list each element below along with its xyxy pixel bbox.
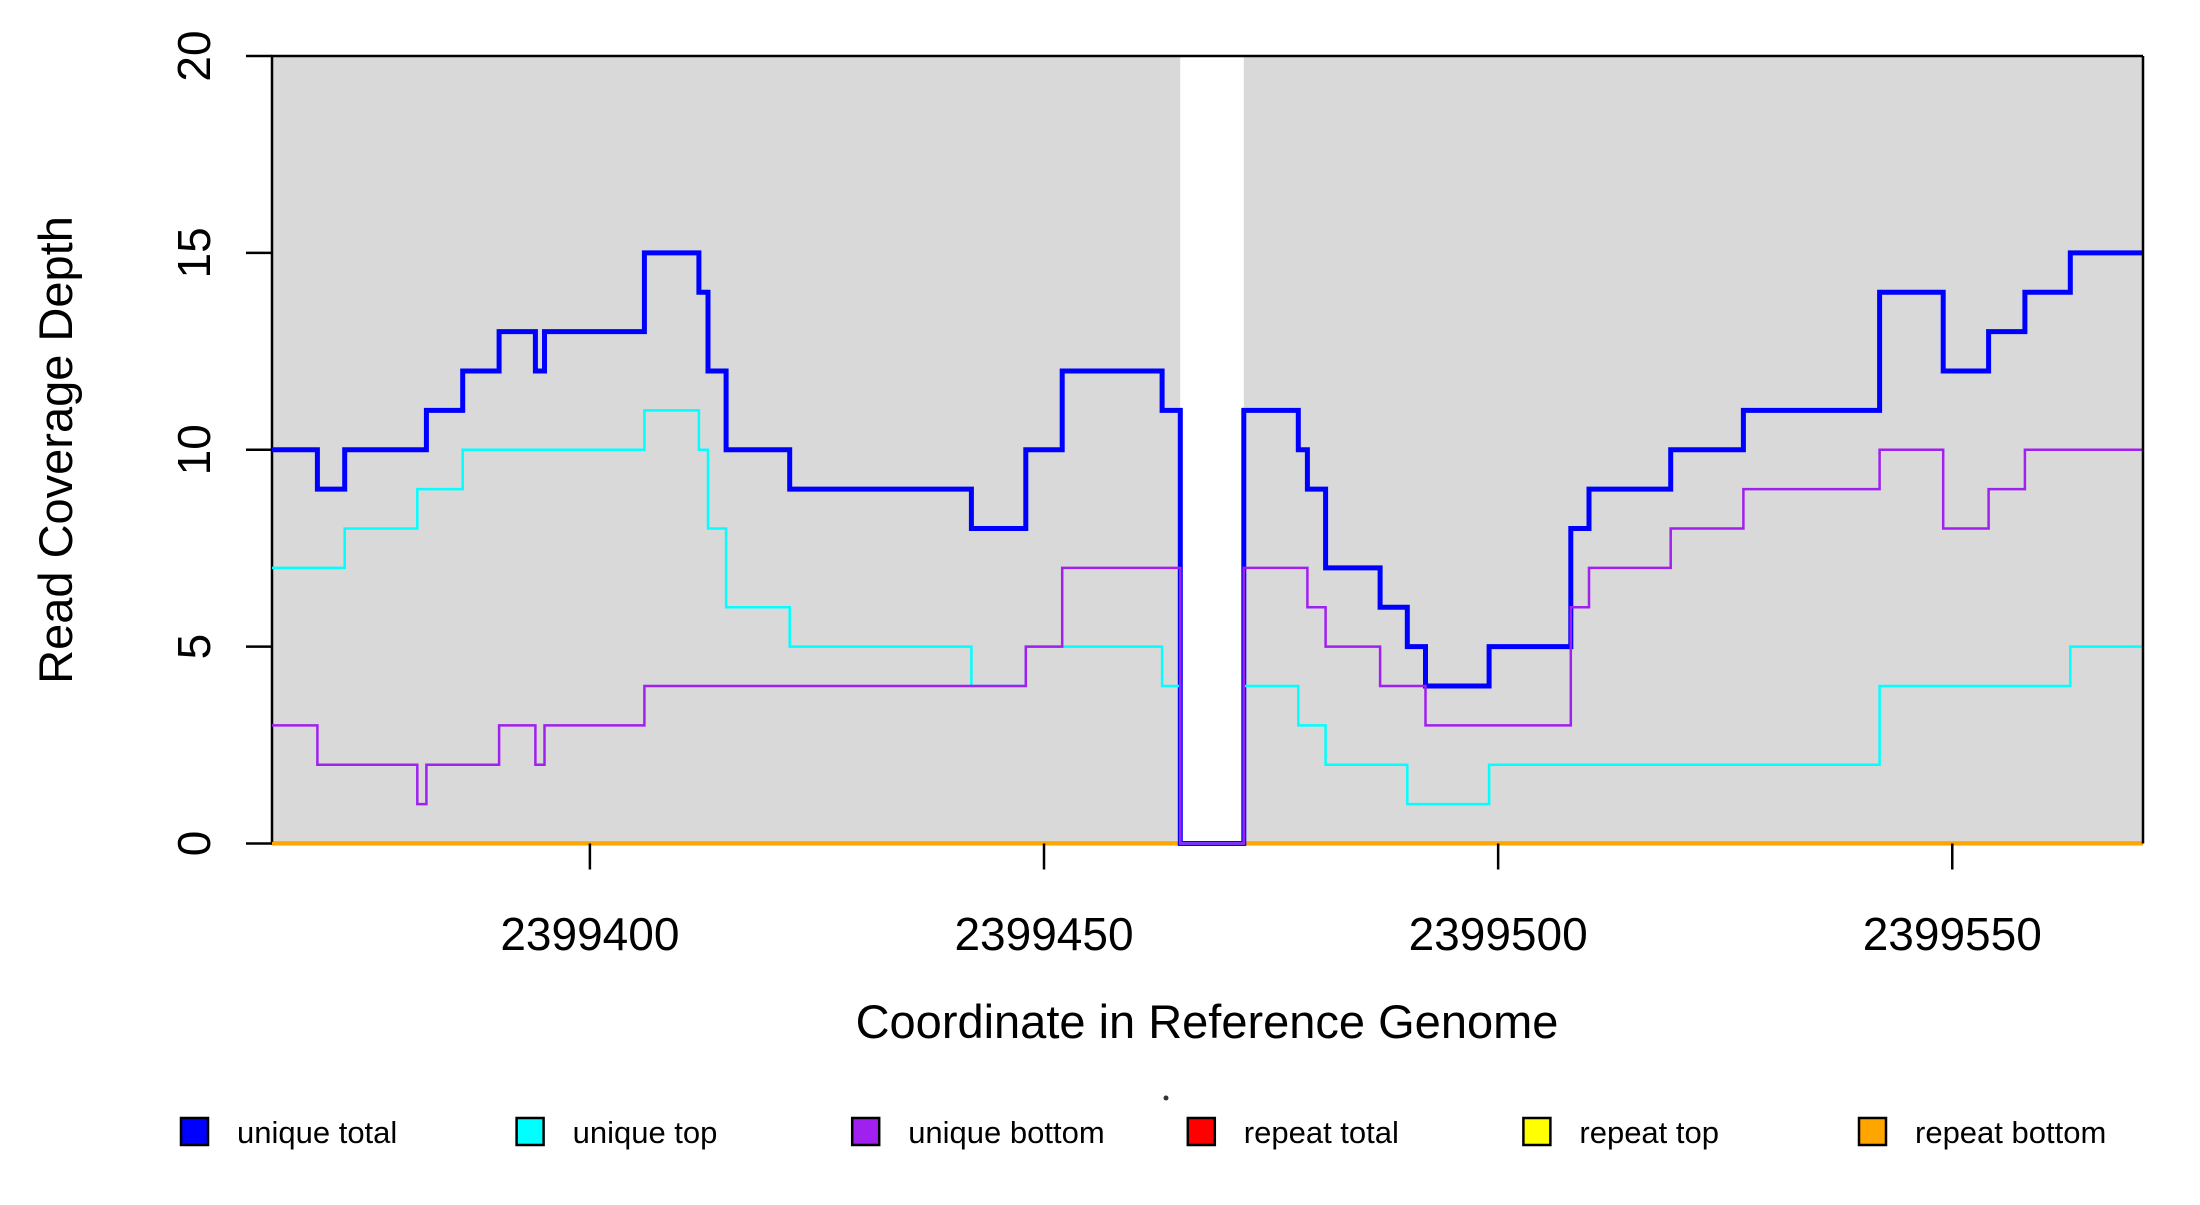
y-tick-label-15: 15 (168, 227, 220, 278)
legend-swatch-repeat-total (1186, 1116, 1217, 1147)
legend-label-repeat-bottom: repeat bottom (1915, 1115, 2106, 1150)
legend-label-unique-total: unique total (237, 1115, 397, 1150)
legend-swatch-unique-top (515, 1116, 545, 1147)
legend-swatch-repeat-top (1522, 1116, 1552, 1147)
x-tick-label-2399500: 2399500 (1409, 908, 1588, 960)
y-tick-label-10: 10 (168, 424, 220, 475)
series-line-unique-bottom (272, 448, 2143, 845)
legend-label-repeat-top: repeat top (1579, 1115, 1719, 1150)
legend-label-unique-bottom: unique bottom (908, 1115, 1104, 1150)
y-tick-label-5: 5 (168, 634, 220, 660)
y-tick-label-20: 20 (168, 30, 220, 81)
x-tick-label-2399400: 2399400 (500, 908, 679, 960)
legend-swatch-unique-bottom (850, 1116, 881, 1147)
legend-label-repeat-total: repeat total (1244, 1115, 1399, 1150)
legend-stray-dot (1163, 1095, 1169, 1101)
x-axis-title: Coordinate in Reference Genome (856, 995, 1559, 1048)
legend-swatch-unique-total (179, 1116, 210, 1147)
y-axis-title: Read Coverage Depth (29, 216, 82, 684)
x-tick-label-2399450: 2399450 (954, 908, 1133, 960)
x-tick-label-2399550: 2399550 (1863, 908, 2042, 960)
legend-swatch-repeat-bottom (1857, 1116, 1888, 1147)
y-tick-label-0: 0 (168, 831, 220, 857)
legend-label-unique-top: unique top (573, 1115, 718, 1150)
